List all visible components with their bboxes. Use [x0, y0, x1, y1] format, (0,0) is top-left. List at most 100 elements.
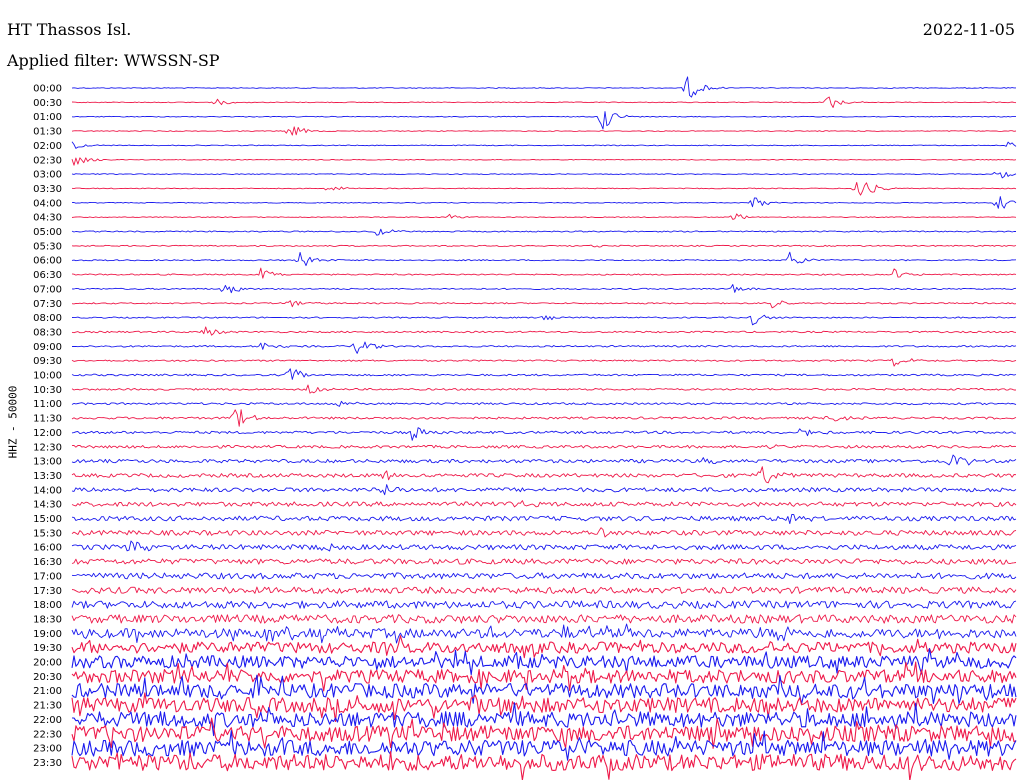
trace-line-1230 — [71, 444, 1017, 450]
time-tick-label: 19:30 — [33, 643, 62, 654]
time-tick-label: 23:30 — [33, 758, 62, 769]
trace-line-0900 — [72, 341, 1017, 354]
time-tick-label: 16:30 — [33, 557, 62, 568]
time-tick-label: 09:00 — [33, 342, 62, 353]
trace-line-0000 — [71, 76, 1016, 98]
trace-line-0800 — [71, 314, 1017, 326]
time-tick-label: 01:00 — [33, 112, 62, 123]
trace-line-1300 — [71, 454, 1017, 466]
trace-line-0530 — [71, 244, 1017, 248]
trace-line-0200 — [71, 141, 1017, 149]
trace-line-2130 — [71, 692, 1017, 723]
trace-line-0500 — [71, 228, 1016, 236]
trace-line-0430 — [71, 213, 1017, 220]
time-tick-label: 05:00 — [33, 227, 62, 238]
trace-line-0100 — [71, 111, 1016, 130]
time-tick-label: 12:00 — [33, 428, 62, 439]
trace-line-1930 — [71, 635, 1017, 659]
trace-line-1700 — [71, 572, 1017, 580]
trace-line-0030 — [71, 96, 1017, 108]
time-tick-label: 00:00 — [33, 84, 62, 95]
time-tick-label: 02:00 — [33, 141, 62, 152]
time-tick-label: 22:00 — [33, 715, 62, 726]
time-tick-label: 14:00 — [33, 485, 62, 496]
trace-line-1900 — [71, 623, 1017, 644]
trace-line-1530 — [71, 527, 1017, 538]
trace-line-0300 — [71, 171, 1017, 179]
trace-line-1500 — [71, 514, 1017, 525]
trace-line-2300 — [71, 730, 1017, 761]
time-tick-label: 14:30 — [33, 500, 62, 511]
time-tick-label: 16:00 — [33, 543, 62, 554]
time-tick-label: 02:30 — [33, 155, 62, 166]
trace-line-2330 — [71, 750, 1017, 780]
trace-line-1100 — [71, 400, 1017, 407]
trace-line-1200 — [71, 427, 1017, 441]
time-tick-label: 10:00 — [33, 371, 62, 382]
time-tick-label: 15:30 — [33, 528, 62, 539]
time-tick-label: 13:00 — [33, 457, 62, 468]
time-tick-label: 09:30 — [33, 356, 62, 367]
time-tick-label: 13:30 — [33, 471, 62, 482]
time-tick-label: 07:30 — [33, 299, 62, 310]
trace-line-0130 — [71, 126, 1017, 136]
trace-line-0930 — [71, 358, 1017, 367]
time-tick-label: 12:30 — [33, 442, 62, 453]
time-tick-label: 06:00 — [33, 256, 62, 267]
time-tick-label: 01:30 — [33, 127, 62, 138]
time-tick-label: 08:00 — [33, 313, 62, 324]
time-tick-label: 00:30 — [33, 98, 62, 109]
time-tick-label: 22:30 — [33, 729, 62, 740]
time-tick-label: 18:00 — [33, 600, 62, 611]
time-tick-label: 15:00 — [33, 514, 62, 525]
trace-line-1730 — [71, 586, 1017, 594]
trace-line-0330 — [71, 181, 1017, 196]
trace-line-0830 — [71, 326, 1017, 336]
time-tick-label: 05:30 — [33, 241, 62, 252]
trace-line-2000 — [71, 648, 1017, 676]
time-tick-label: 18:30 — [33, 614, 62, 625]
trace-line-1000 — [71, 368, 1017, 380]
trace-line-0700 — [71, 284, 1017, 294]
trace-line-1800 — [71, 600, 1017, 609]
time-tick-label: 19:00 — [33, 629, 62, 640]
trace-line-0730 — [71, 300, 1017, 309]
trace-line-1130 — [71, 409, 1017, 427]
trace-line-0400 — [71, 196, 1017, 209]
time-tick-label: 06:30 — [33, 270, 62, 281]
trace-line-2100 — [71, 674, 1017, 705]
station-name: HT Thassos Isl. — [7, 20, 132, 39]
trace-line-1030 — [71, 384, 1016, 394]
time-tick-label: 11:00 — [33, 399, 62, 410]
time-tick-label: 08:30 — [33, 327, 62, 338]
trace-line-1600 — [71, 540, 1017, 552]
trace-line-1830 — [71, 614, 1017, 624]
trace-line-1430 — [71, 500, 1017, 508]
time-tick-label: 03:00 — [33, 170, 62, 181]
time-tick-label: 21:00 — [33, 686, 62, 697]
time-tick-label: 17:00 — [33, 571, 62, 582]
trace-line-2230 — [71, 717, 1017, 749]
trace-line-0600 — [71, 251, 1017, 267]
time-tick-label: 20:30 — [33, 672, 62, 683]
record-date: 2022-11-05 — [922, 20, 1015, 39]
trace-line-1630 — [71, 558, 1017, 565]
time-tick-label: 04:00 — [33, 198, 62, 209]
time-tick-label: 03:30 — [33, 184, 62, 195]
time-tick-label: 11:30 — [33, 414, 62, 425]
time-tick-label: 07:00 — [33, 284, 62, 295]
trace-line-1400 — [71, 484, 1017, 496]
trace-line-1330 — [71, 466, 1017, 484]
trace-line-0630 — [71, 267, 1017, 279]
trace-line-2200 — [72, 702, 1017, 737]
time-tick-label: 20:00 — [33, 658, 62, 669]
trace-line-0230 — [71, 157, 1017, 166]
time-tick-label: 10:30 — [33, 385, 62, 396]
time-tick-label: 23:00 — [33, 744, 62, 755]
time-tick-label: 17:30 — [33, 586, 62, 597]
trace-line-2030 — [71, 661, 1017, 692]
time-tick-label: 04:30 — [33, 213, 62, 224]
filter-label: Applied filter: WWSSN-SP — [7, 51, 220, 70]
time-tick-label: 21:30 — [33, 701, 62, 712]
